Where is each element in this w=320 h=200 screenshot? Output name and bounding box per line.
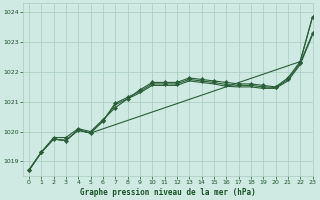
X-axis label: Graphe pression niveau de la mer (hPa): Graphe pression niveau de la mer (hPa) [80,188,255,197]
